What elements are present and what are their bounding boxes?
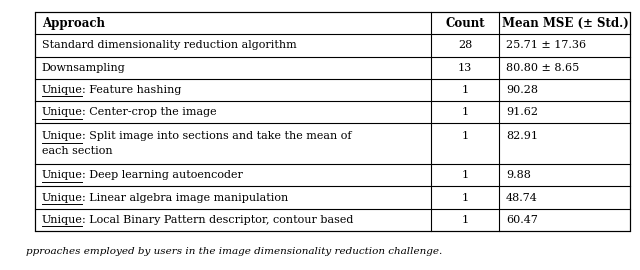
Text: each section: each section bbox=[42, 146, 112, 156]
Text: Unique: Unique bbox=[42, 193, 83, 202]
Text: : Deep learning autoencoder: : Deep learning autoencoder bbox=[83, 170, 243, 180]
Text: 80.80 ± 8.65: 80.80 ± 8.65 bbox=[506, 63, 579, 73]
Text: Mean MSE (± Std.): Mean MSE (± Std.) bbox=[502, 17, 628, 30]
Text: : Local Binary Pattern descriptor, contour based: : Local Binary Pattern descriptor, conto… bbox=[83, 215, 354, 225]
Text: 90.28: 90.28 bbox=[506, 85, 538, 95]
Text: 91.62: 91.62 bbox=[506, 107, 538, 117]
Text: 1: 1 bbox=[461, 85, 468, 95]
Text: 1: 1 bbox=[461, 215, 468, 225]
Text: 48.74: 48.74 bbox=[506, 193, 538, 202]
Text: pproaches employed by users in the image dimensionality reduction challenge.: pproaches employed by users in the image… bbox=[26, 247, 442, 256]
Text: 1: 1 bbox=[461, 193, 468, 202]
Text: 9.88: 9.88 bbox=[506, 170, 531, 180]
Text: Count: Count bbox=[445, 17, 485, 30]
Text: 1: 1 bbox=[461, 107, 468, 117]
Text: : Split image into sections and take the mean of: : Split image into sections and take the… bbox=[83, 131, 352, 141]
Text: Unique: Unique bbox=[42, 170, 83, 180]
Text: : Linear algebra image manipulation: : Linear algebra image manipulation bbox=[83, 193, 289, 202]
Text: 1: 1 bbox=[461, 131, 468, 141]
Text: 25.71 ± 17.36: 25.71 ± 17.36 bbox=[506, 40, 586, 50]
Text: Standard dimensionality reduction algorithm: Standard dimensionality reduction algori… bbox=[42, 40, 296, 50]
Text: 60.47: 60.47 bbox=[506, 215, 538, 225]
Text: 82.91: 82.91 bbox=[506, 131, 538, 141]
Text: 13: 13 bbox=[458, 63, 472, 73]
Text: Unique: Unique bbox=[42, 107, 83, 117]
Text: 28: 28 bbox=[458, 40, 472, 50]
Bar bbox=[35, 12, 630, 231]
Text: Approach: Approach bbox=[42, 17, 104, 30]
Text: Downsampling: Downsampling bbox=[42, 63, 125, 73]
Text: 1: 1 bbox=[461, 170, 468, 180]
Text: : Center-crop the image: : Center-crop the image bbox=[83, 107, 217, 117]
Text: Unique: Unique bbox=[42, 131, 83, 141]
Text: : Feature hashing: : Feature hashing bbox=[83, 85, 182, 95]
Text: Unique: Unique bbox=[42, 215, 83, 225]
Text: Unique: Unique bbox=[42, 85, 83, 95]
